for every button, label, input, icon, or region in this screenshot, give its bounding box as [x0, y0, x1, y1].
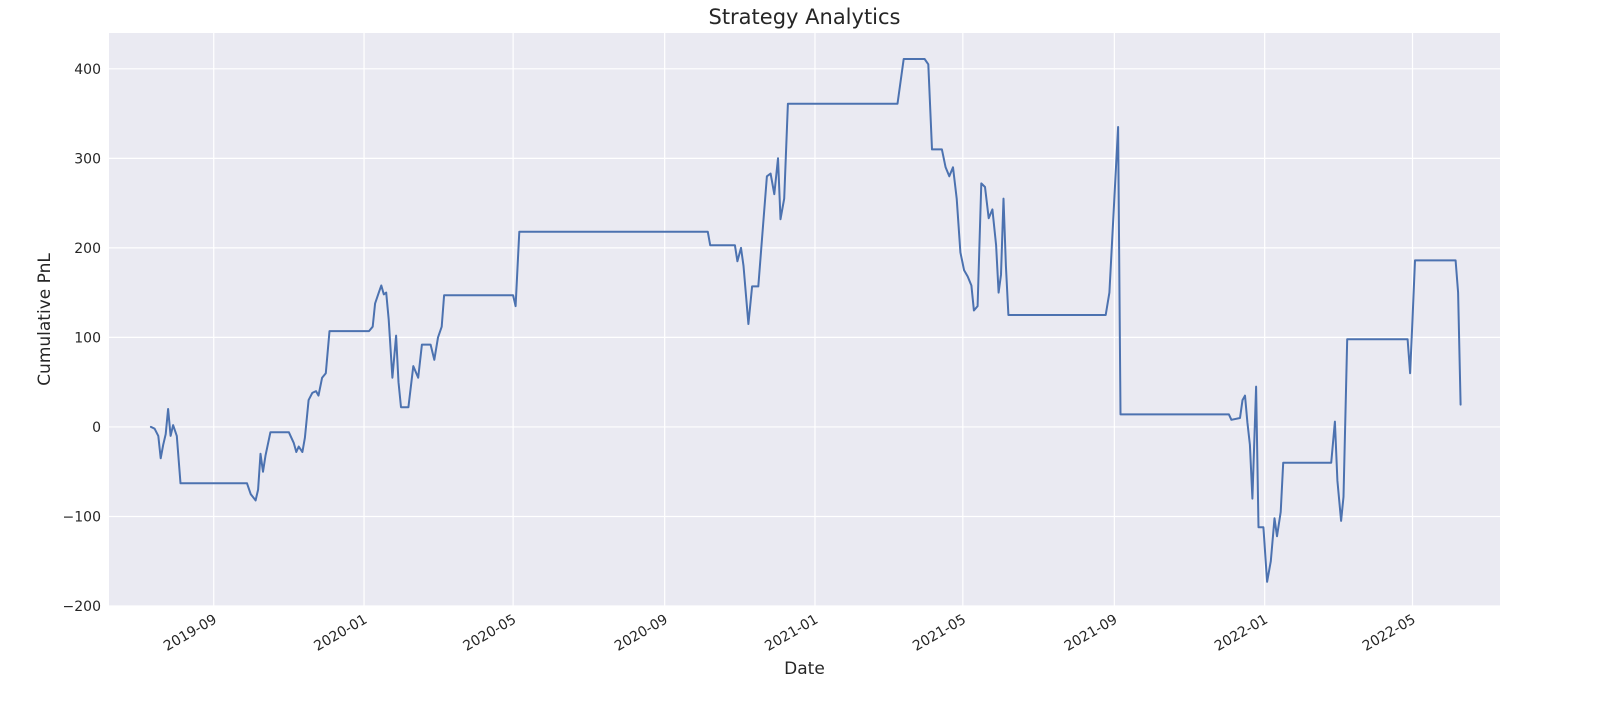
x-tick-label: 2021-09	[1062, 612, 1121, 655]
y-tick-label: 0	[92, 420, 101, 436]
x-tick-label: 2021-01	[762, 612, 821, 655]
series-layer	[149, 58, 1462, 583]
x-axis-label: Date	[784, 659, 825, 679]
x-tick-label: 2019-09	[161, 612, 220, 655]
x-tick-label: 2020-01	[311, 612, 370, 655]
plot-area	[109, 33, 1500, 606]
y-tick-label: 200	[74, 241, 101, 257]
y-tick-label: 300	[74, 151, 101, 167]
chart-title: Strategy Analytics	[708, 5, 900, 29]
y-tick-label: 400	[74, 62, 101, 78]
series-line	[149, 58, 1462, 583]
x-tick-label: 2021-05	[910, 612, 969, 655]
x-tick-label: 2022-01	[1212, 612, 1271, 655]
x-tick-label: 2020-05	[460, 612, 519, 655]
x-tick-label: 2020-09	[612, 612, 671, 655]
y-tick-label: −200	[63, 599, 101, 615]
y-tick-label: 100	[74, 330, 101, 346]
y-axis-label: Cumulative PnL	[35, 253, 55, 386]
x-tick-label: 2022-05	[1360, 612, 1419, 655]
grid-lines	[109, 33, 1500, 607]
y-tick-label: −100	[63, 509, 101, 525]
